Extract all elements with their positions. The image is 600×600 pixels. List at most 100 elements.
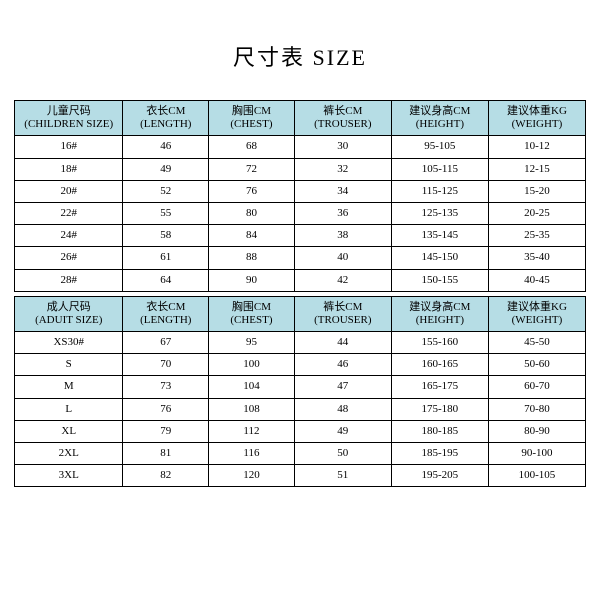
cell: 82 (123, 465, 209, 487)
cell: 60-70 (488, 376, 585, 398)
adult-header-cell: 胸围CM(CHEST) (209, 296, 295, 331)
header-label-en: (LENGTH) (125, 314, 206, 327)
cell: 155-160 (391, 332, 488, 354)
header-label-cn: 胸围CM (211, 105, 292, 118)
cell: 180-185 (391, 420, 488, 442)
child-row: 26#618840145-15035-40 (15, 247, 586, 269)
cell: 12-15 (488, 158, 585, 180)
header-label-cn: 裤长CM (297, 301, 389, 314)
adult-row: M7310447165-17560-70 (15, 376, 586, 398)
adult-header-cell: 成人尺码(ADUIT SIZE) (15, 296, 123, 331)
cell: 38 (294, 225, 391, 247)
header-label-en: (LENGTH) (125, 118, 206, 131)
header-label-en: (CHEST) (211, 118, 292, 131)
cell: 175-180 (391, 398, 488, 420)
cell: 18# (15, 158, 123, 180)
header-label-cn: 成人尺码 (17, 301, 120, 314)
cell: 28# (15, 269, 123, 291)
cell: 135-145 (391, 225, 488, 247)
cell: 2XL (15, 443, 123, 465)
child-row: 24#588438135-14525-35 (15, 225, 586, 247)
cell: 84 (209, 225, 295, 247)
cell: 49 (294, 420, 391, 442)
cell: 15-20 (488, 180, 585, 202)
child-header-cell: 裤长CM(TROUSER) (294, 101, 391, 136)
adult-header-cell: 裤长CM(TROUSER) (294, 296, 391, 331)
header-label-cn: 建议身高CM (394, 105, 486, 118)
cell: 80-90 (488, 420, 585, 442)
child-row: 22#558036125-13520-25 (15, 202, 586, 224)
cell: 49 (123, 158, 209, 180)
child-row: 20#527634115-12515-20 (15, 180, 586, 202)
cell: 30 (294, 136, 391, 158)
cell: 115-125 (391, 180, 488, 202)
cell: L (15, 398, 123, 420)
child-header-cell: 建议身高CM(HEIGHT) (391, 101, 488, 136)
cell: 112 (209, 420, 295, 442)
cell: XL (15, 420, 123, 442)
header-label-en: (TROUSER) (297, 314, 389, 327)
header-label-cn: 建议身高CM (394, 301, 486, 314)
child-header-row: 儿童尺码(CHILDREN SIZE)衣长CM(LENGTH)胸围CM(CHES… (15, 101, 586, 136)
cell: 40-45 (488, 269, 585, 291)
adult-row: XS30#679544155-16045-50 (15, 332, 586, 354)
header-label-en: (CHILDREN SIZE) (17, 118, 120, 131)
child-header-cell: 儿童尺码(CHILDREN SIZE) (15, 101, 123, 136)
cell: 73 (123, 376, 209, 398)
cell: 195-205 (391, 465, 488, 487)
header-label-cn: 衣长CM (125, 301, 206, 314)
cell: 88 (209, 247, 295, 269)
cell: 76 (209, 180, 295, 202)
cell: 76 (123, 398, 209, 420)
header-label-en: (ADUIT SIZE) (17, 314, 120, 327)
cell: 116 (209, 443, 295, 465)
cell: 61 (123, 247, 209, 269)
header-label-en: (TROUSER) (297, 118, 389, 131)
cell: 70-80 (488, 398, 585, 420)
cell: 64 (123, 269, 209, 291)
adult-row: 3XL8212051195-205100-105 (15, 465, 586, 487)
cell: 95 (209, 332, 295, 354)
cell: 67 (123, 332, 209, 354)
cell: 24# (15, 225, 123, 247)
cell: 52 (123, 180, 209, 202)
header-label-en: (HEIGHT) (394, 118, 486, 131)
cell: 150-155 (391, 269, 488, 291)
header-label-cn: 胸围CM (211, 301, 292, 314)
cell: 108 (209, 398, 295, 420)
cell: 46 (123, 136, 209, 158)
cell: 50 (294, 443, 391, 465)
cell: 72 (209, 158, 295, 180)
cell: 48 (294, 398, 391, 420)
page-title: 尺寸表 SIZE (14, 40, 586, 72)
cell: 90-100 (488, 443, 585, 465)
cell: 81 (123, 443, 209, 465)
child-header-cell: 胸围CM(CHEST) (209, 101, 295, 136)
cell: 125-135 (391, 202, 488, 224)
cell: 185-195 (391, 443, 488, 465)
size-chart-page: 尺寸表 SIZE 儿童尺码(CHILDREN SIZE)衣长CM(LENGTH)… (0, 0, 600, 547)
child-row: 16#46683095-10510-12 (15, 136, 586, 158)
header-label-en: (WEIGHT) (491, 118, 583, 131)
cell: 165-175 (391, 376, 488, 398)
adult-row: L7610848175-18070-80 (15, 398, 586, 420)
cell: 45-50 (488, 332, 585, 354)
header-label-en: (CHEST) (211, 314, 292, 327)
cell: 100-105 (488, 465, 585, 487)
header-label-en: (WEIGHT) (491, 314, 583, 327)
cell: 120 (209, 465, 295, 487)
cell: 44 (294, 332, 391, 354)
child-row: 18#497232105-11512-15 (15, 158, 586, 180)
cell: 25-35 (488, 225, 585, 247)
cell: 70 (123, 354, 209, 376)
cell: 3XL (15, 465, 123, 487)
cell: 160-165 (391, 354, 488, 376)
adult-header-cell: 衣长CM(LENGTH) (123, 296, 209, 331)
cell: 36 (294, 202, 391, 224)
cell: 34 (294, 180, 391, 202)
cell: 35-40 (488, 247, 585, 269)
cell: 32 (294, 158, 391, 180)
cell: 51 (294, 465, 391, 487)
cell: 145-150 (391, 247, 488, 269)
header-label-cn: 儿童尺码 (17, 105, 120, 118)
